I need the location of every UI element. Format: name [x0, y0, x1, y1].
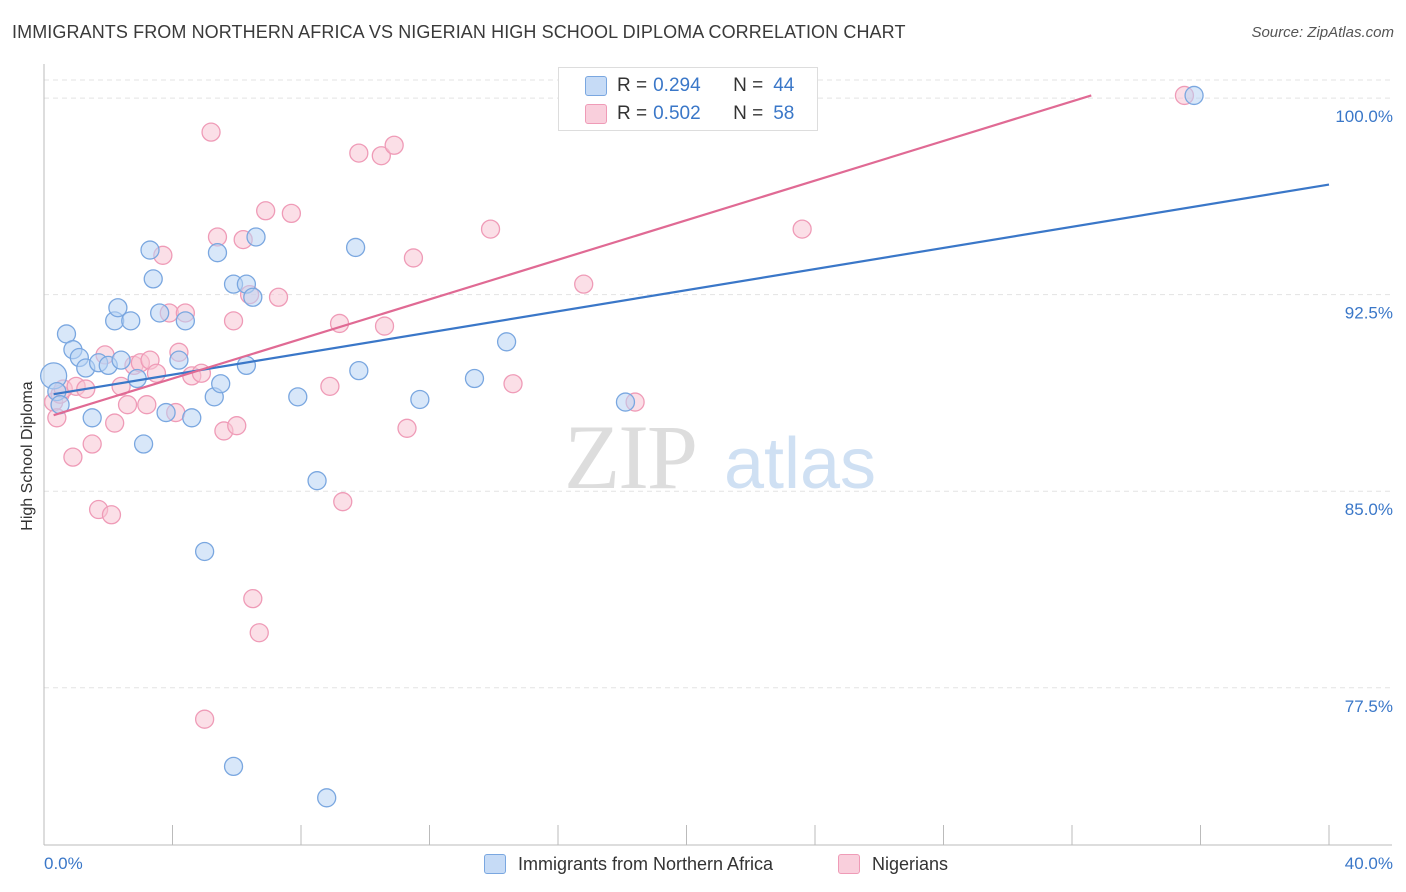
blue-point: [496, 332, 517, 352]
blue-point: [82, 408, 102, 428]
n-value: 44: [773, 75, 795, 96]
pink-swatch: [585, 104, 607, 124]
x-tick-label-max: 40.0%: [1345, 854, 1393, 873]
r-value: 0.502: [653, 103, 701, 124]
blue-point: [149, 303, 170, 323]
blue-point: [1184, 85, 1204, 106]
n-label: N =: [733, 75, 764, 96]
legend-item-northern-africa[interactable]: Immigrants from Northern Africa: [484, 851, 773, 877]
chart-title: IMMIGRANTS FROM NORTHERN AFRICA VS NIGER…: [12, 22, 906, 42]
tick-labels: 77.5% 85.0% 92.5% 100.0% 0.0% 40.0%: [44, 107, 1393, 873]
stats-legend-row-pink: R = 0.502 N = 58: [585, 102, 794, 126]
blue-point: [410, 389, 430, 410]
pink-point: [480, 219, 501, 239]
axis-layer: [43, 64, 1392, 846]
blue-point: [169, 350, 189, 370]
legend-label: Immigrants from Northern Africa: [518, 853, 774, 874]
blue-point: [243, 287, 263, 307]
legend-label: Nigerians: [872, 853, 949, 874]
blue-point: [156, 402, 176, 423]
blue-point: [349, 360, 369, 381]
pink-point: [243, 588, 263, 609]
pink-point: [82, 434, 102, 454]
blue-swatch: [484, 854, 506, 874]
pink-point: [249, 623, 269, 643]
pink-point: [374, 316, 395, 336]
r-label: R =: [617, 103, 648, 124]
y-tick-label: 100.0%: [1335, 107, 1393, 126]
n-label: N =: [733, 103, 764, 124]
x-tick-label-min: 0.0%: [44, 854, 83, 873]
watermark-atlas: atlas: [724, 424, 876, 504]
pink-point: [349, 143, 369, 163]
pink-point: [333, 492, 353, 512]
pink-point: [201, 122, 221, 142]
y-tick-label: 85.0%: [1345, 500, 1393, 519]
blue-point: [207, 243, 228, 263]
blue-point: [133, 434, 154, 454]
pink-point: [105, 413, 125, 433]
blue-point: [615, 392, 636, 412]
pink-point: [384, 135, 404, 155]
blue-point: [223, 756, 244, 777]
pink-point: [268, 287, 289, 307]
blue-point: [246, 227, 266, 247]
y-tick-label: 77.5%: [1345, 697, 1393, 716]
pink-swatch: [838, 854, 860, 874]
legend-item-nigerians[interactable]: Nigerians: [838, 851, 948, 877]
pink-point: [371, 146, 391, 166]
pink-point: [256, 201, 276, 221]
blue-point: [288, 387, 308, 407]
pink-point: [503, 374, 523, 394]
blue-trend-line: [53, 183, 1330, 396]
r-label: R =: [617, 75, 648, 96]
pink-point: [320, 376, 340, 397]
blue-point: [140, 240, 160, 260]
blue-point: [108, 298, 128, 318]
blue-point: [345, 237, 366, 258]
blue-point: [194, 541, 215, 562]
source-label: Source: ZipAtlas.com: [1251, 24, 1394, 41]
n-value: 58: [773, 103, 795, 124]
pink-point: [137, 395, 157, 415]
pink-point: [403, 248, 424, 268]
trend-layer: [53, 94, 1330, 417]
blue-point: [182, 408, 202, 428]
blue-point: [211, 374, 231, 394]
blue-point: [307, 471, 327, 491]
pink-point: [117, 395, 138, 415]
y-tick-label: 92.5%: [1345, 304, 1393, 323]
pink-point: [227, 416, 247, 436]
blue-point: [464, 368, 485, 389]
blue-point: [121, 311, 141, 331]
blue-swatch: [585, 76, 607, 96]
pink-point: [146, 363, 167, 383]
blue-point: [175, 311, 196, 331]
pink-trend-line: [53, 94, 1092, 417]
watermark: ZIP atlas: [564, 406, 876, 508]
stats-legend-row-blue: R = 0.294 N = 44: [585, 74, 794, 98]
pink-point: [574, 274, 594, 294]
r-value: 0.294: [653, 75, 701, 96]
pink-point: [223, 311, 244, 331]
pink-point: [281, 203, 302, 224]
pink-point: [397, 418, 417, 438]
blue-point: [317, 788, 337, 808]
blue-point: [236, 355, 257, 376]
stats-legend: R = 0.294 N = 44 R = 0.502 N = 58: [558, 67, 818, 131]
blue-point: [143, 269, 163, 289]
pink-point: [63, 447, 83, 467]
pink-point: [792, 219, 812, 239]
blue-point: [111, 350, 131, 370]
pink-point: [194, 709, 215, 729]
pink-point: [101, 505, 122, 525]
watermark-zip: ZIP: [564, 406, 696, 508]
